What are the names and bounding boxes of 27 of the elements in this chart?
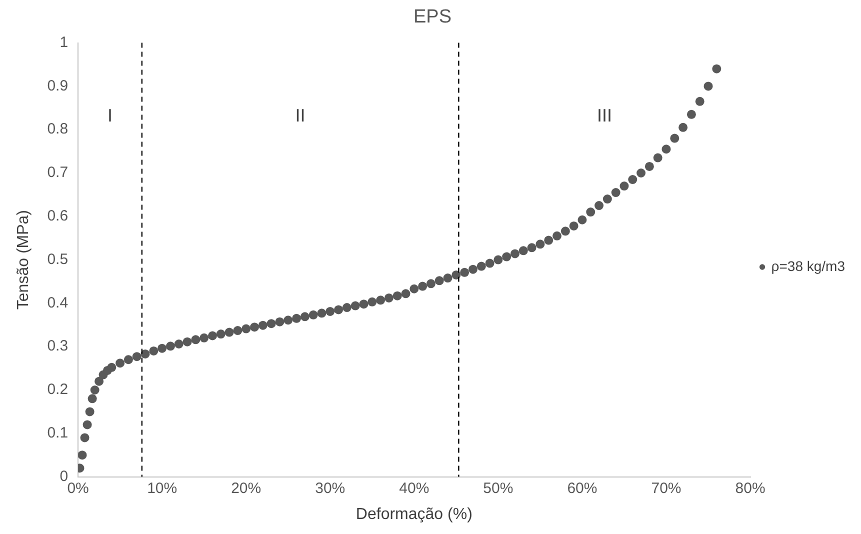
chart-title: EPS [413, 6, 452, 28]
x-tick-label: 80% [735, 480, 766, 497]
y-tick-label: 1 [60, 34, 68, 51]
y-tick-label: 0.2 [47, 381, 68, 398]
x-tick-label: 60% [567, 480, 598, 497]
y-axis-title: Tensão (MPa) [15, 210, 32, 310]
y-tick-label: 0.8 [47, 120, 68, 138]
y-tick-label: 0 [60, 468, 68, 485]
y-tick-label: 0.4 [47, 294, 68, 312]
y-tick-label: 0.7 [47, 164, 68, 182]
y-tick-label: 0.9 [47, 77, 68, 94]
annotation: II [295, 106, 306, 126]
x-tick-label: 70% [651, 480, 682, 497]
x-tick-label: 40% [399, 480, 430, 497]
y-tick-label: 0.6 [47, 208, 68, 225]
x-tick-label: 10% [147, 480, 178, 497]
y-tick-label: 0.5 [47, 250, 68, 268]
annotation: I [107, 106, 112, 126]
x-tick-label: 0% [67, 480, 89, 497]
y-tick-label: 0.3 [47, 338, 68, 355]
x-tick-label: 50% [483, 480, 514, 497]
x-tick-label: 30% [315, 480, 346, 497]
x-tick-label: 20% [231, 480, 262, 497]
legend-label: ρ=38 kg/m3 [771, 258, 846, 274]
y-tick-label: 0.1 [47, 424, 68, 442]
annotation: III [596, 106, 612, 126]
x-axis-title: Deformação (%) [356, 506, 472, 523]
